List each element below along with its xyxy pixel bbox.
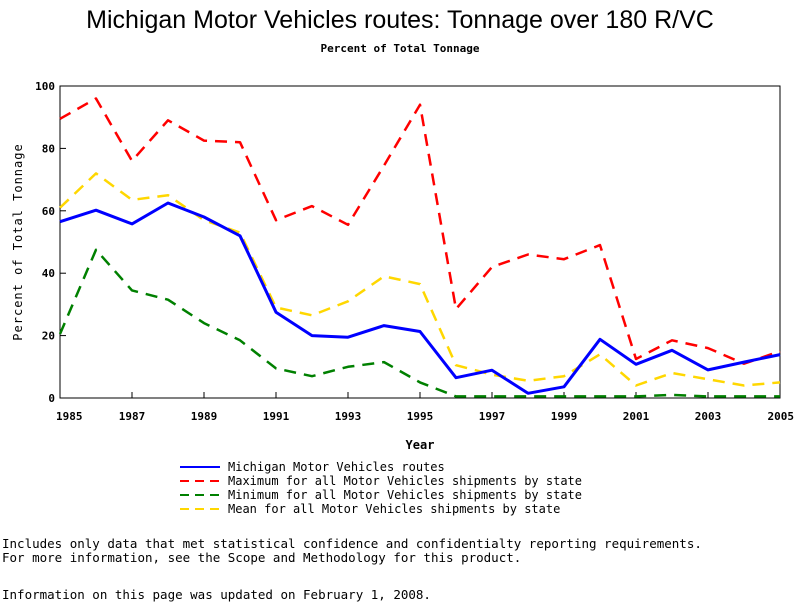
legend-swatch-michigan <box>180 466 220 468</box>
footnote-updated: Information on this page was updated on … <box>2 587 431 602</box>
footnote-confidentiality: Includes only data that met statistical … <box>2 536 702 551</box>
x-tick-label: 2001 <box>623 410 650 423</box>
legend-label-maximum: Maximum for all Motor Vehicles shipments… <box>228 474 583 488</box>
y-tick-label: 20 <box>42 330 55 343</box>
y-tick-label: 80 <box>42 142 55 155</box>
y-tick-label: 40 <box>42 267 55 280</box>
x-tick-label: 1985 <box>56 410 83 423</box>
legend-swatch-minimum <box>180 494 220 496</box>
chart-title: Michigan Motor Vehicles routes: Tonnage … <box>86 6 714 34</box>
x-tick-label: 1997 <box>479 410 506 423</box>
y-tick-label: 0 <box>48 392 55 405</box>
legend-swatch-mean <box>180 508 220 510</box>
x-tick-label: 1987 <box>119 410 146 423</box>
legend-item-minimum: Minimum for all Motor Vehicles shipments… <box>180 488 680 502</box>
x-tick-label: 1989 <box>191 410 218 423</box>
x-tick-label: 1999 <box>551 410 578 423</box>
x-axis: 1985 1987 1989 1991 1993 1995 1997 1999 2001 2003… <box>56 392 794 423</box>
footnote-methodology: For more information, see the Scope and … <box>2 550 522 565</box>
x-tick-label: 2005 <box>768 410 795 423</box>
chart-legend: Michigan Motor Vehicles routes Maximum f… <box>180 460 680 516</box>
series-group <box>58 97 781 398</box>
x-tick-label: 1995 <box>407 410 434 423</box>
legend-label-mean: Mean for all Motor Vehicles shipments by… <box>228 502 561 516</box>
y-tick-label: 100 <box>35 80 55 93</box>
x-axis-label: Year <box>406 438 435 452</box>
series-line-mean <box>59 172 781 387</box>
legend-item-maximum: Maximum for all Motor Vehicles shipments… <box>180 474 680 488</box>
y-axis: 0 20 40 60 80 100 <box>35 80 66 405</box>
legend-label-michigan: Michigan Motor Vehicles routes <box>228 460 445 474</box>
series-line-maximum <box>59 97 781 365</box>
y-tick-label: 60 <box>42 205 55 218</box>
x-tick-label: 1991 <box>263 410 290 423</box>
series-line-minimum <box>58 248 780 398</box>
series-line-michigan <box>59 201 781 395</box>
y-axis-label: Percent of Total Tonnage <box>11 143 25 340</box>
legend-swatch-maximum <box>180 480 220 482</box>
x-tick-label: 1993 <box>335 410 362 423</box>
chart-subtitle: Percent of Total Tonnage <box>320 42 480 55</box>
legend-label-minimum: Minimum for all Motor Vehicles shipments… <box>228 488 583 502</box>
legend-item-mean: Mean for all Motor Vehicles shipments by… <box>180 502 680 516</box>
legend-item-michigan: Michigan Motor Vehicles routes <box>180 460 680 474</box>
x-tick-label: 2003 <box>695 410 722 423</box>
